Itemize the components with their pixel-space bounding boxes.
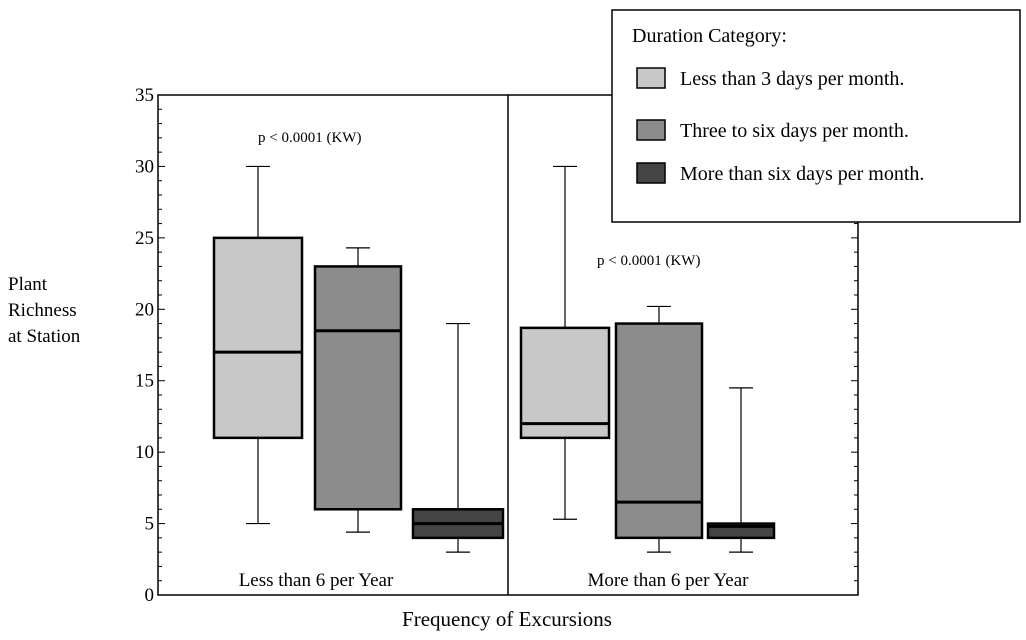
box-iqr <box>212 236 304 440</box>
box-1-2 <box>313 247 403 533</box>
box-2-3 <box>706 387 776 553</box>
box-series <box>212 165 776 553</box>
box-iqr <box>519 326 611 440</box>
legend-item-more-than-six: More than six days per month. <box>680 163 924 185</box>
y-tick-label: 0 <box>145 585 155 606</box>
group-label-less-than-6: Less than 6 per Year <box>239 570 394 591</box>
y-axis-label-line-1: Plant <box>8 274 48 295</box>
legend-item-less-than-3: Less than 3 days per month. <box>680 68 904 90</box>
y-tick-label: 5 <box>145 514 155 535</box>
legend-title: Duration Category: <box>632 25 787 47</box>
legend-swatch-light <box>636 67 666 89</box>
y-axis-label-line-2: Richness <box>8 300 77 321</box>
legend-item-three-to-six: Three to six days per month. <box>680 120 909 142</box>
box-iqr <box>614 322 704 540</box>
group1-pvalue-annotation: p < 0.0001 (KW) <box>258 130 361 146</box>
box-2-2 <box>614 305 704 553</box>
y-axis-label-line-3: at Station <box>8 326 81 347</box>
y-tick-label: 10 <box>135 442 154 463</box>
y-tick-label: 25 <box>135 228 154 249</box>
legend-swatch-medium <box>636 119 666 141</box>
legend-box <box>611 9 1021 223</box>
group-label-more-than-6: More than 6 per Year <box>588 570 750 591</box>
legend: Duration Category: Less than 3 days per … <box>611 9 1021 223</box>
group2-pvalue-annotation: p < 0.0001 (KW) <box>597 253 700 269</box>
x-axis-title: Frequency of Excursions <box>402 607 612 631</box>
y-tick-label: 20 <box>135 299 154 320</box>
y-tick-label: 15 <box>135 371 154 392</box>
y-axis-left: 0 5 10 15 20 25 30 35 <box>135 85 165 606</box>
y-tick-label: 35 <box>135 85 154 106</box>
box-1-1 <box>212 165 304 525</box>
y-tick-label: 30 <box>135 156 154 177</box>
box-1-3 <box>411 322 505 553</box>
box-iqr <box>313 265 403 511</box>
box-2-1 <box>519 165 611 520</box>
legend-swatch-dark <box>636 162 666 184</box>
